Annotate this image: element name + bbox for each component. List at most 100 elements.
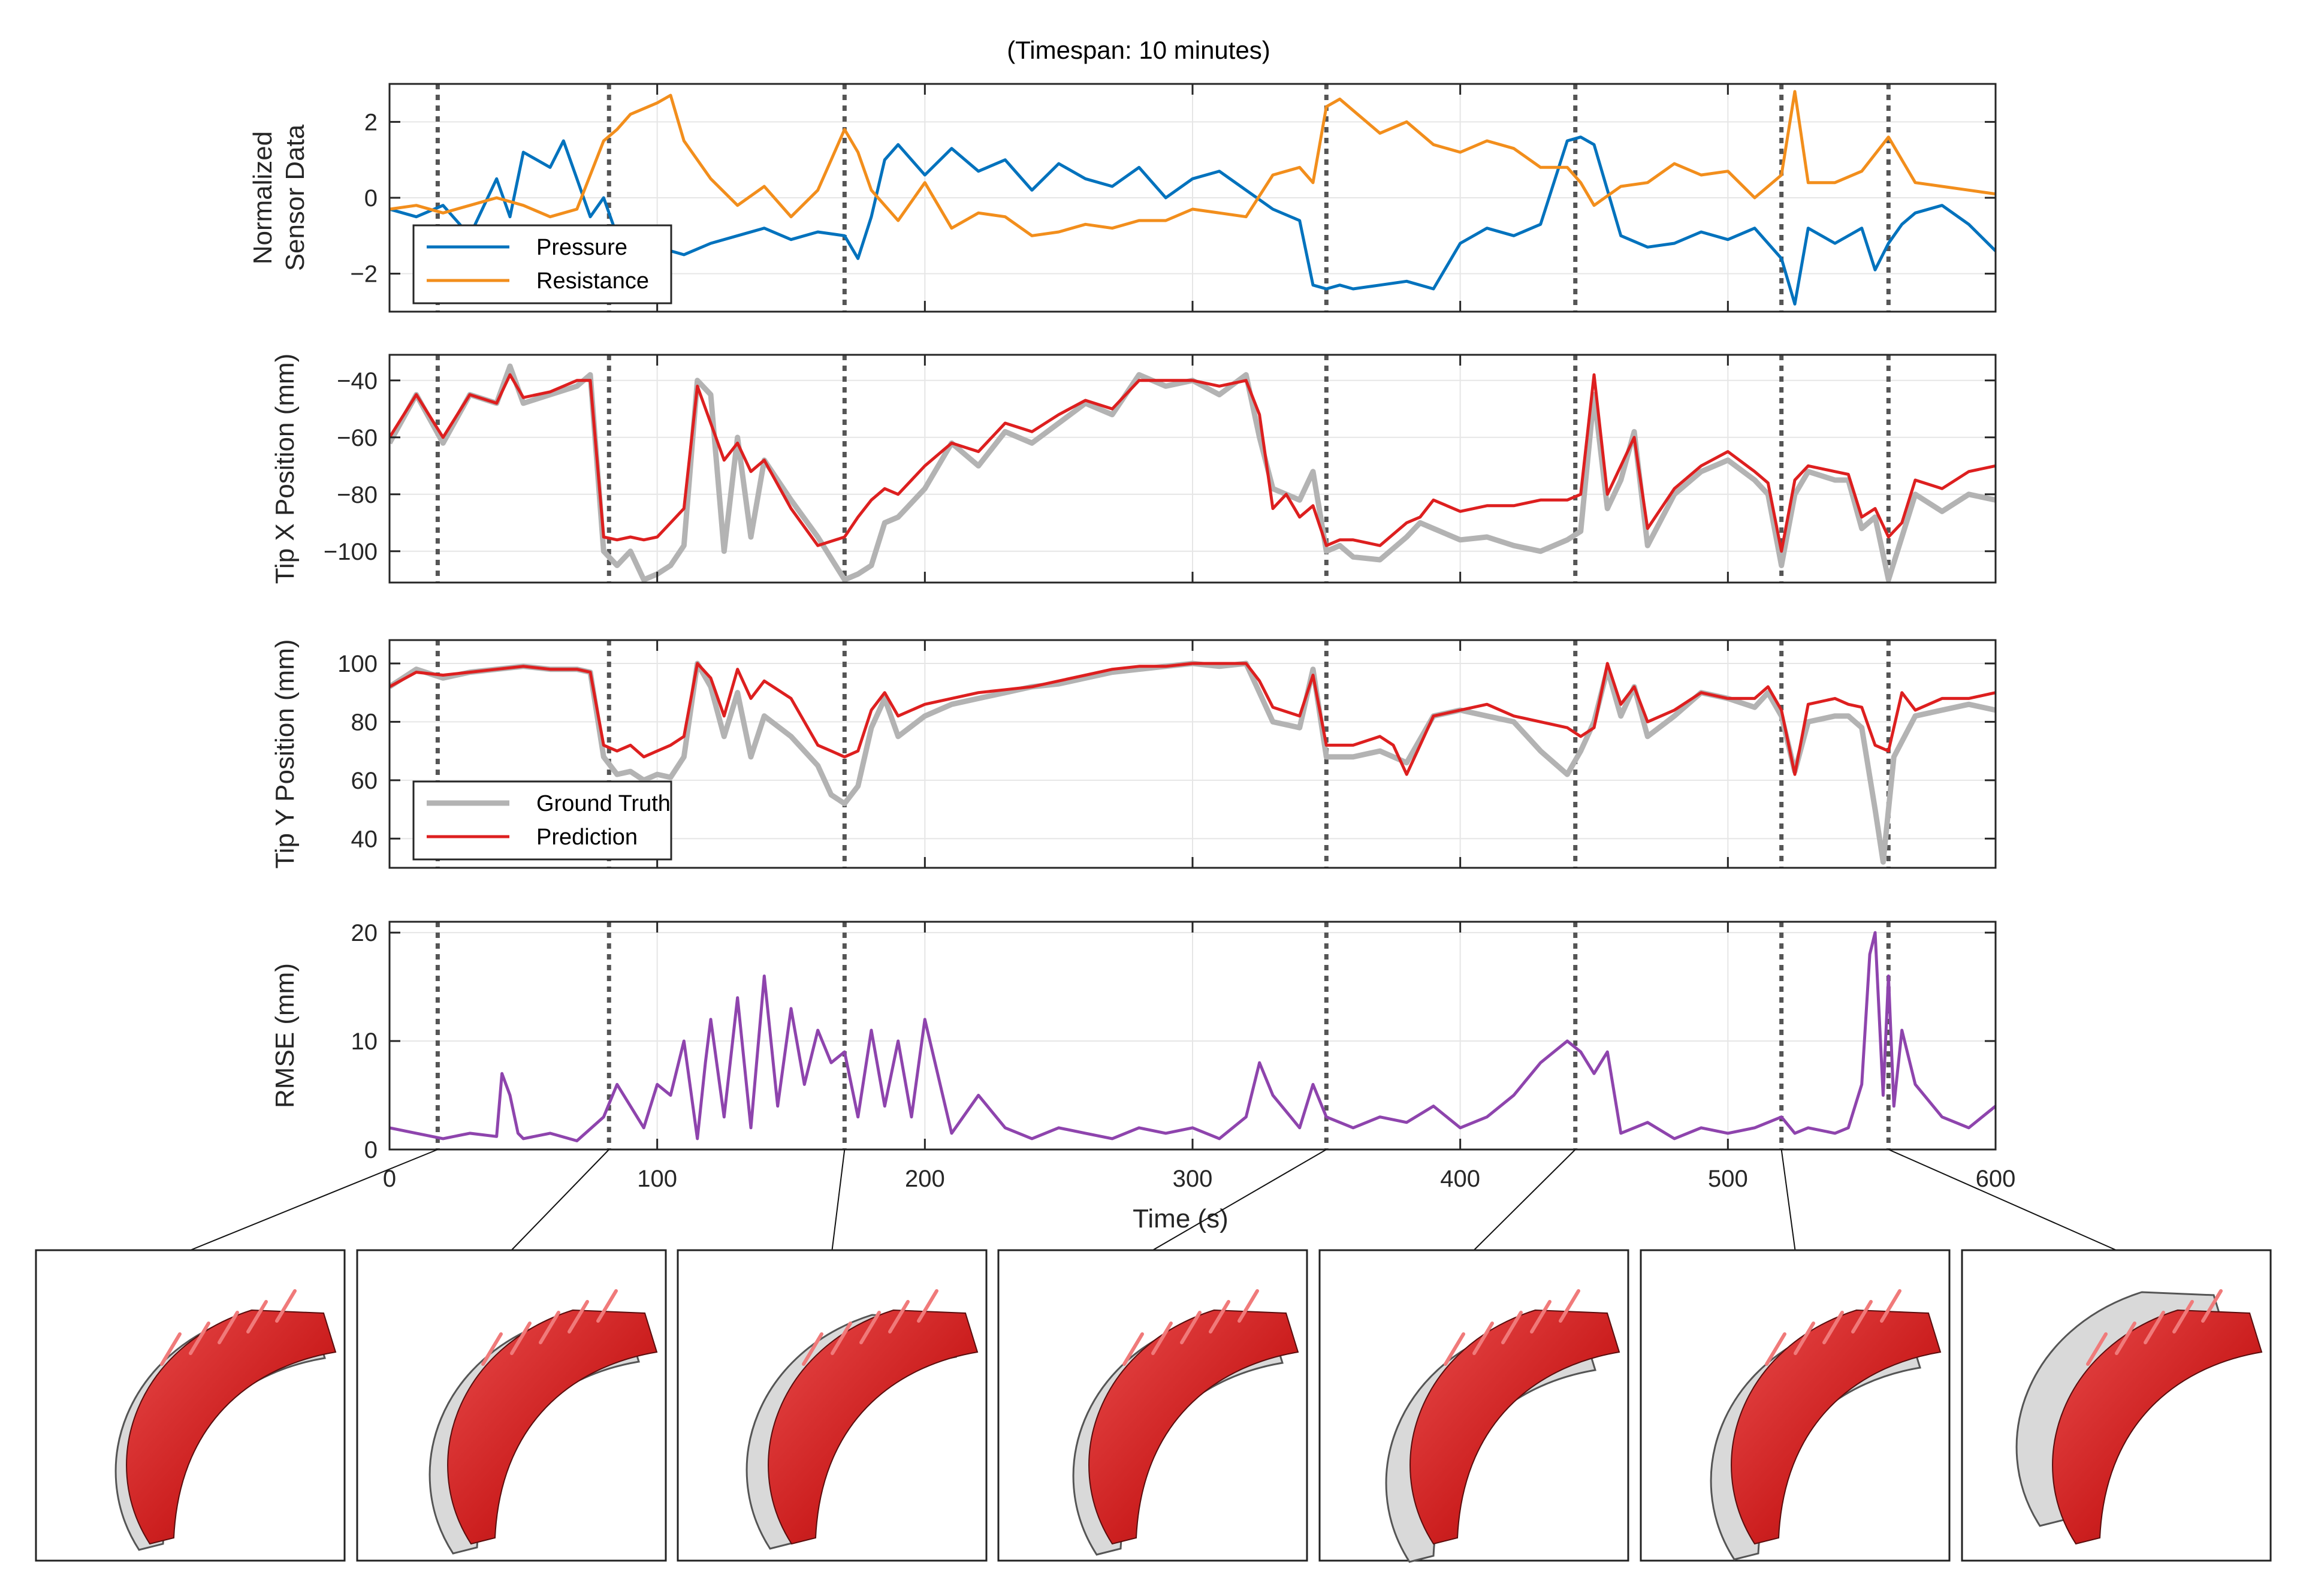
data-point: [790, 216, 792, 218]
data-point: [1620, 703, 1622, 705]
data-point: [723, 735, 725, 738]
data-point: [1914, 479, 1916, 481]
data-point: [1606, 662, 1608, 665]
data-point: [897, 516, 900, 518]
data-point: [656, 773, 659, 776]
data-point: [817, 1029, 819, 1031]
data-point: [496, 668, 498, 671]
data-point: [950, 442, 953, 444]
data-point: [1726, 451, 1729, 453]
data-point: [1593, 143, 1595, 146]
data-point: [830, 750, 832, 752]
data-point: [1673, 709, 1676, 711]
data-point: [1459, 709, 1462, 711]
data-point: [576, 208, 578, 210]
data-point: [642, 1127, 645, 1129]
data-point: [843, 802, 846, 805]
legend: Pressure Resistance: [412, 224, 672, 304]
legend-label: Ground Truth: [536, 791, 671, 816]
data-point: [1580, 750, 1582, 752]
data-point: [469, 204, 471, 207]
gripper-body-icon: [1731, 1309, 1942, 1545]
data-point: [1218, 1138, 1221, 1140]
data-point: [1084, 1132, 1086, 1135]
data-point: [1620, 185, 1622, 188]
data-point: [1218, 212, 1221, 214]
x-tick-label: 500: [1708, 1166, 1748, 1192]
data-point: [1700, 231, 1703, 233]
data-point: [1258, 692, 1261, 694]
data-point: [669, 521, 672, 524]
data-point: [576, 385, 578, 387]
data-point: [1941, 697, 1943, 699]
data-point: [589, 379, 591, 382]
data-point: [1084, 399, 1086, 402]
data-point: [1874, 508, 1876, 510]
data-point: [1646, 544, 1649, 547]
data-point: [710, 1018, 712, 1021]
data-point: [1245, 662, 1247, 665]
data-point: [817, 765, 819, 767]
data-point: [696, 662, 699, 665]
data-point: [1031, 686, 1033, 688]
data-point: [1164, 197, 1167, 199]
data-point: [857, 151, 859, 153]
data-point: [549, 216, 551, 218]
data-point: [750, 536, 752, 538]
data-point: [857, 1116, 859, 1118]
gripper-ridge-icon: [1122, 1332, 1144, 1366]
data-point: [616, 1083, 618, 1085]
data-point: [522, 396, 524, 399]
data-point: [763, 227, 765, 230]
data-point: [1191, 1127, 1194, 1129]
data-point: [1606, 493, 1608, 496]
data-point: [1392, 744, 1395, 746]
data-point: [750, 697, 752, 699]
data-point: [415, 204, 418, 207]
data-point: [616, 773, 618, 776]
chart-title: (Timespan: 10 minutes): [1007, 36, 1270, 64]
data-point: [602, 1116, 605, 1118]
data-point: [442, 436, 444, 439]
data-point: [1874, 744, 1876, 746]
y-tick-label: −60: [337, 425, 378, 451]
data-point: [1245, 1116, 1247, 1118]
data-point: [1352, 756, 1354, 758]
data-point: [549, 1132, 551, 1135]
data-point: [710, 677, 712, 679]
gripper-ridge-icon: [888, 1300, 910, 1333]
data-point: [1191, 662, 1194, 665]
data-point: [1700, 464, 1703, 467]
data-point: [1780, 565, 1783, 567]
data-point: [1914, 493, 1916, 496]
data-point: [1887, 578, 1889, 581]
data-point: [1419, 516, 1421, 518]
data-point: [1620, 464, 1622, 467]
data-point: [977, 212, 980, 214]
data-point: [576, 1140, 578, 1142]
data-point: [1272, 508, 1274, 510]
data-point: [1312, 1083, 1314, 1085]
data-point: [950, 227, 953, 230]
data-point: [830, 1061, 832, 1064]
data-point: [1299, 715, 1301, 717]
data-point: [923, 1018, 926, 1021]
data-point: [1285, 493, 1287, 496]
data-point: [1767, 482, 1769, 484]
data-point: [1459, 510, 1462, 512]
data-point: [897, 493, 900, 496]
data-point: [522, 1138, 524, 1140]
data-point: [843, 756, 846, 758]
gripper-ridge-icon: [2144, 1311, 2165, 1344]
data-point: [522, 402, 524, 405]
data-point: [1058, 1127, 1060, 1129]
gripper-ridge-icon: [1851, 1300, 1873, 1333]
data-point: [1914, 715, 1916, 717]
data-point: [1325, 744, 1327, 746]
data-point: [1272, 720, 1274, 723]
data-point: [977, 1094, 980, 1097]
data-point: [1111, 185, 1113, 188]
data-point: [710, 422, 712, 424]
connector-line: [1152, 1149, 1327, 1251]
